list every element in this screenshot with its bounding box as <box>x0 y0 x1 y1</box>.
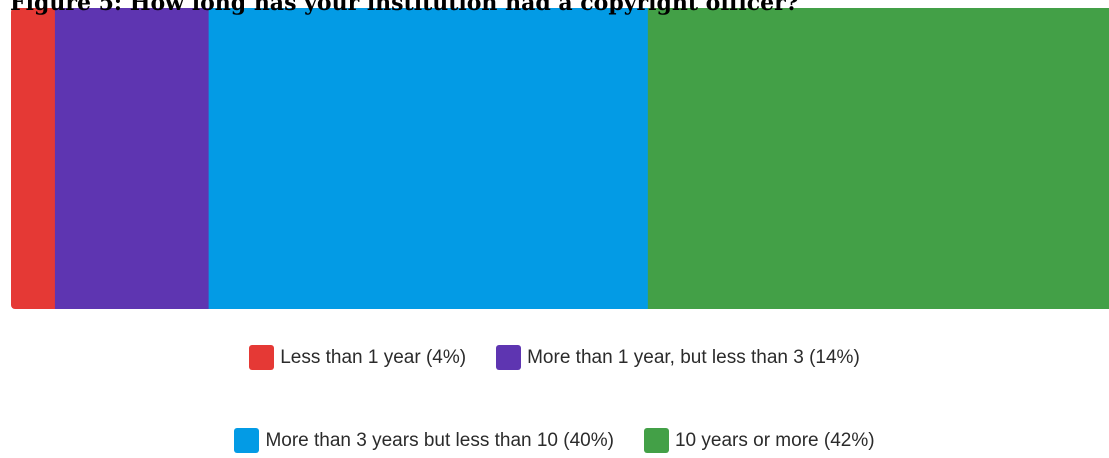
legend-row-1: Less than 1 year (4%) More than 1 year, … <box>0 345 1109 370</box>
legend-label-10-years-or-more: 10 years or more (42%) <box>674 429 875 451</box>
bar-segment-3-to-10-years <box>208 8 649 309</box>
bar-segment-less-than-1-year <box>11 8 56 309</box>
legend-item-3-to-10-years: More than 3 years but less than 10 (40%) <box>234 428 614 453</box>
stacked-bar-chart <box>11 8 1109 309</box>
legend-item-less-than-1-year: Less than 1 year (4%) <box>249 345 466 370</box>
legend-swatch-less-than-1-year <box>249 345 275 370</box>
bar-segment-1-to-3-years <box>54 8 210 309</box>
stacked-bar <box>11 8 1109 309</box>
legend-label-less-than-1-year: Less than 1 year (4%) <box>280 346 467 368</box>
legend-row-2: More than 3 years but less than 10 (40%)… <box>0 428 1109 453</box>
legend-label-1-to-3-years: More than 1 year, but less than 3 (14%) <box>527 346 860 368</box>
legend-item-10-years-or-more: 10 years or more (42%) <box>643 428 875 453</box>
legend-swatch-1-to-3-years <box>496 345 522 370</box>
legend-swatch-3-to-10-years <box>234 428 260 453</box>
legend-label-3-to-10-years: More than 3 years but less than 10 (40%) <box>265 429 614 451</box>
chart-title: Figure 5: How long has your institution … <box>10 0 799 16</box>
bar-segment-10-years-or-more <box>647 8 1109 309</box>
legend-swatch-10-years-or-more <box>643 428 669 453</box>
legend-item-1-to-3-years: More than 1 year, but less than 3 (14%) <box>496 345 860 370</box>
